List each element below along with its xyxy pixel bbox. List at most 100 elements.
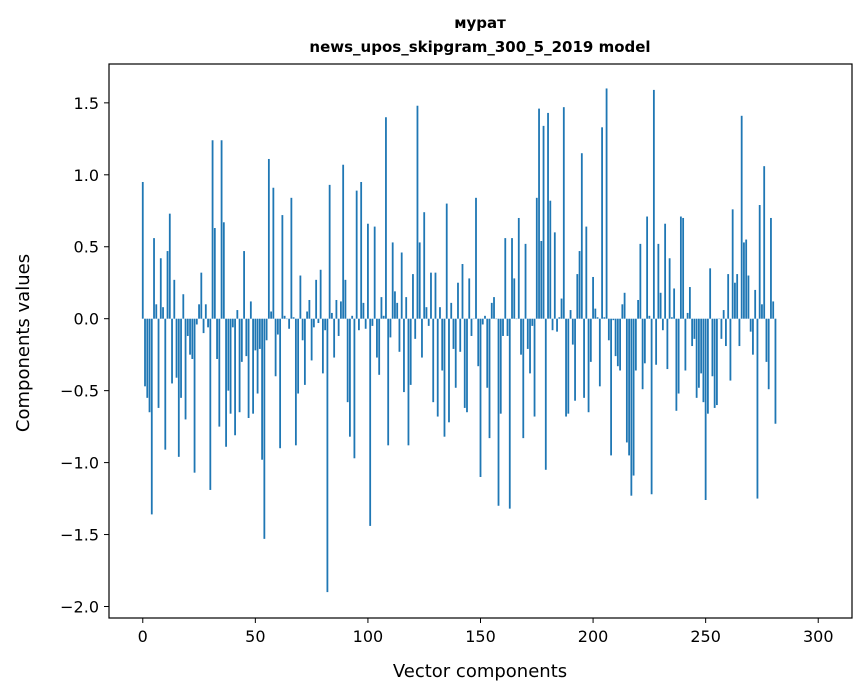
bar — [679, 216, 682, 319]
bar — [490, 302, 493, 319]
bar — [558, 317, 561, 319]
bar — [335, 299, 338, 319]
bar — [292, 317, 295, 319]
bar — [756, 318, 759, 499]
bar — [479, 318, 482, 477]
bar — [141, 181, 144, 319]
bar — [704, 318, 707, 501]
bar — [344, 279, 347, 319]
bar — [664, 223, 667, 319]
bar — [252, 318, 254, 414]
bar — [398, 318, 401, 352]
bar — [713, 318, 716, 408]
bar — [414, 318, 417, 339]
bar — [306, 311, 309, 319]
bar — [535, 197, 538, 319]
bar — [587, 318, 590, 413]
bar — [439, 307, 441, 319]
bar — [202, 318, 205, 334]
bar — [727, 274, 730, 319]
bar — [430, 272, 432, 319]
bar — [385, 117, 387, 319]
bar — [668, 258, 671, 319]
bar — [772, 301, 775, 319]
bar — [740, 115, 743, 319]
bar — [520, 318, 522, 355]
bar — [299, 275, 302, 319]
bar — [547, 112, 549, 319]
bar — [423, 212, 426, 319]
bar — [526, 318, 529, 349]
bar — [177, 318, 180, 457]
bar — [770, 217, 772, 319]
bar — [549, 200, 552, 319]
bar — [484, 315, 486, 319]
y-tick-label: −0.5 — [60, 382, 99, 401]
bar — [511, 238, 513, 319]
bar — [337, 318, 340, 336]
bar — [677, 318, 680, 394]
bar — [538, 108, 540, 319]
x-tick-label: 300 — [803, 627, 834, 646]
bar — [198, 304, 200, 319]
bar — [571, 318, 574, 345]
bar — [276, 318, 279, 335]
bar — [297, 318, 300, 394]
bar — [763, 166, 766, 319]
bar — [580, 153, 583, 319]
bar — [157, 318, 160, 408]
bar — [162, 307, 164, 319]
bar — [448, 318, 450, 423]
bar — [204, 304, 207, 319]
bar — [614, 318, 617, 357]
x-tick-label: 50 — [245, 627, 265, 646]
bar — [603, 317, 606, 319]
bar — [146, 318, 149, 398]
bar — [722, 310, 725, 319]
bar — [711, 318, 714, 377]
bar — [389, 318, 392, 338]
bar — [659, 292, 662, 319]
bar — [281, 215, 284, 319]
bar — [391, 242, 394, 319]
bar — [529, 318, 531, 374]
y-tick-label: 1.5 — [74, 94, 99, 113]
bar — [220, 140, 223, 319]
bar — [686, 312, 689, 319]
bar — [279, 318, 282, 449]
bar — [207, 318, 209, 328]
bar — [725, 318, 727, 347]
bar — [195, 318, 198, 325]
bar — [648, 315, 651, 319]
bar — [513, 278, 516, 319]
bar — [234, 318, 236, 436]
bar — [340, 301, 342, 319]
bar — [634, 318, 637, 371]
bar — [542, 125, 545, 319]
bar — [650, 318, 653, 495]
bar — [774, 318, 777, 424]
bar — [371, 318, 374, 326]
bar — [761, 304, 763, 319]
bar — [272, 187, 275, 319]
bar — [459, 318, 462, 352]
bar — [454, 318, 457, 388]
bar — [153, 238, 155, 319]
bar — [211, 140, 214, 319]
bar — [486, 318, 489, 388]
bar — [502, 318, 504, 336]
bar — [598, 318, 601, 387]
bar — [369, 318, 372, 526]
bar — [592, 276, 594, 319]
bar — [441, 318, 444, 371]
bar — [695, 318, 698, 398]
bar — [688, 287, 691, 319]
bar — [376, 318, 378, 358]
bar — [553, 232, 556, 319]
bar — [666, 318, 669, 370]
bar — [342, 164, 345, 319]
bar — [585, 226, 588, 319]
bar — [270, 311, 273, 319]
bar — [256, 318, 259, 394]
